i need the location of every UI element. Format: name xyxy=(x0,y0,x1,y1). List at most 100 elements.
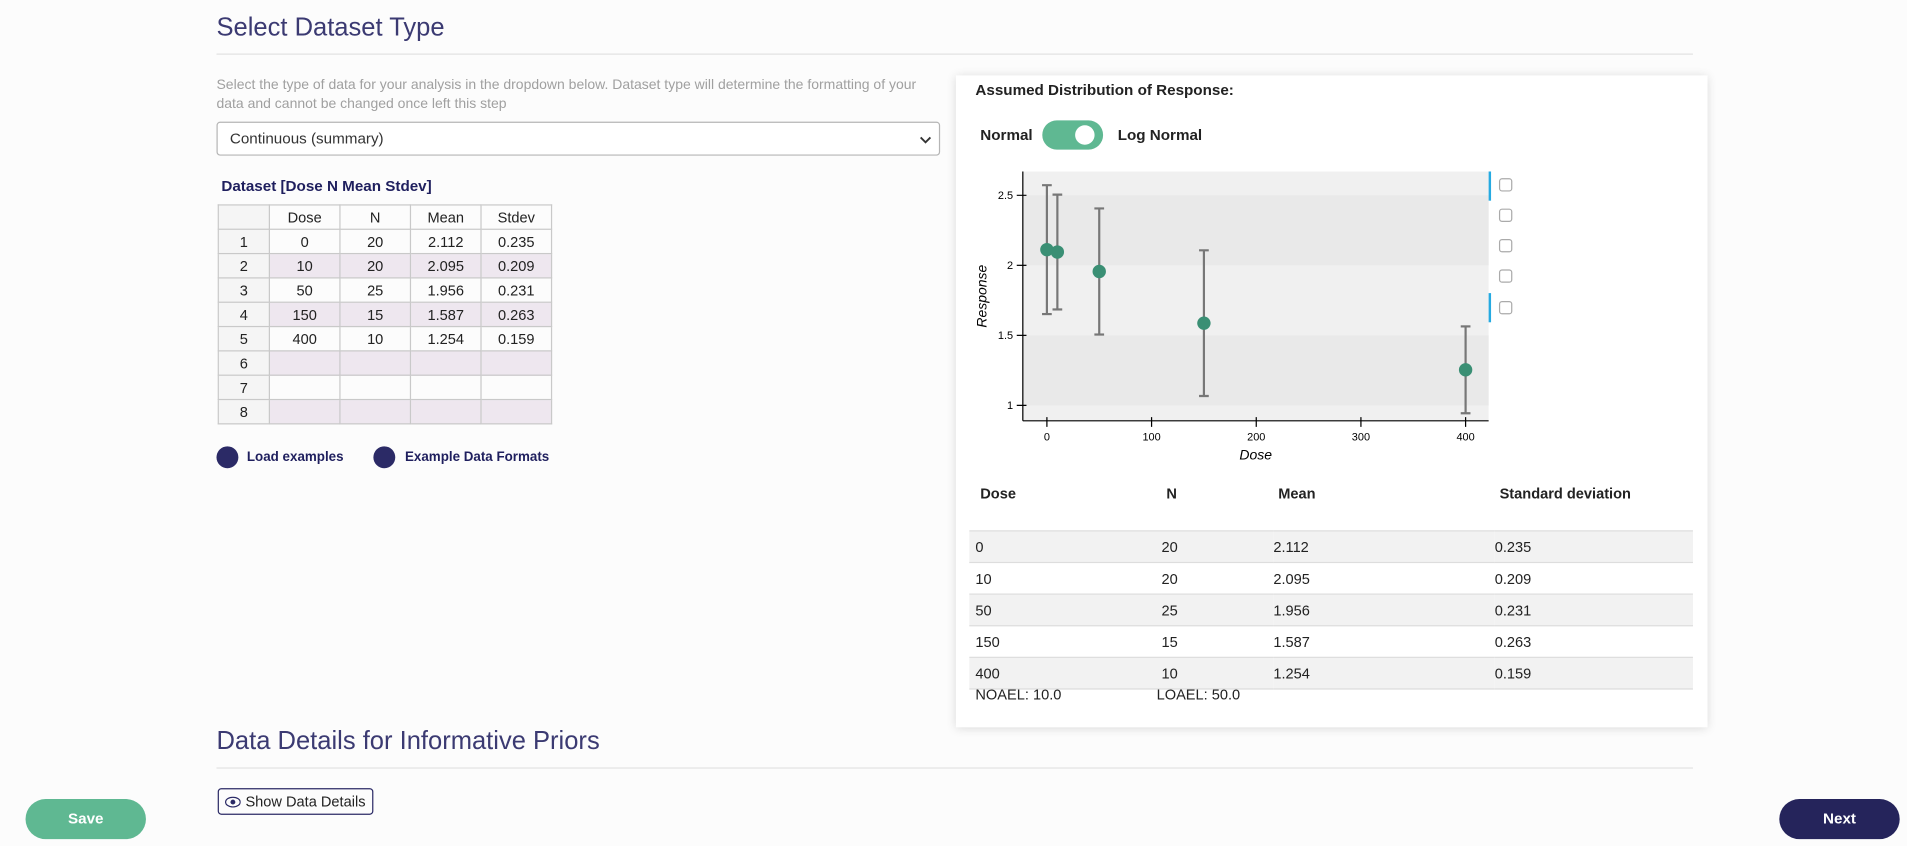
cell: 1.956 xyxy=(1273,593,1495,627)
cell xyxy=(480,398,553,425)
row-number: 3 xyxy=(217,277,270,303)
cell: 0.235 xyxy=(480,228,553,255)
data-row: 10 20 2.095 0.209 xyxy=(969,561,1693,595)
x-tick-label: 100 xyxy=(1142,431,1160,443)
cell: 10 xyxy=(268,252,341,279)
select-value: Continuous (summary) xyxy=(229,130,384,148)
cell: 0.263 xyxy=(480,301,553,328)
cell: 25 xyxy=(1161,593,1274,627)
cell: 1.587 xyxy=(1273,625,1495,658)
chevron xyxy=(920,136,932,144)
cell: 400 xyxy=(969,656,1162,690)
description: Select the type of data for your analysi… xyxy=(216,77,917,112)
distribution-label: Assumed Distribution of Response: xyxy=(975,81,1234,99)
tool-icon xyxy=(1498,269,1513,283)
cell: 0.159 xyxy=(1494,656,1693,690)
row-number: 8 xyxy=(217,398,270,425)
cell: 0.231 xyxy=(480,277,553,303)
toolbar-active xyxy=(1488,293,1492,323)
row-number: 5 xyxy=(217,325,270,352)
cell: 1.254 xyxy=(409,325,482,352)
load-examples[interactable]: Load examples xyxy=(246,449,344,465)
loael: LOAEL: 50.0 xyxy=(1156,685,1241,703)
cell: 0.209 xyxy=(1494,561,1693,595)
dataset-title: Dataset [Dose N Mean Stdev] xyxy=(221,177,432,195)
page-title: Select Dataset Type xyxy=(216,13,445,42)
row-number: 7 xyxy=(217,374,270,401)
tool-icon xyxy=(1498,301,1513,315)
next-button[interactable]: Next xyxy=(1779,799,1900,840)
data-row: 5 400 10 1.254 0.159 xyxy=(217,325,553,352)
normal-label: Normal xyxy=(980,126,1033,144)
x-tick-label: 300 xyxy=(1352,431,1370,443)
cell xyxy=(268,374,341,401)
cell xyxy=(268,350,341,376)
cell: 50 xyxy=(969,593,1162,627)
cell: 400 xyxy=(268,325,341,352)
x-tick-label: 200 xyxy=(1247,431,1265,443)
cell: 2.112 xyxy=(409,228,482,255)
x-tick-label: 400 xyxy=(1456,431,1474,443)
chart: 0 100 200 300 400 1 1.5 2 2.5 Dose Response xyxy=(973,171,1513,463)
data-row: 4 150 15 1.587 0.263 xyxy=(217,301,553,328)
summary-table: Dose N Mean Standard deviation 0 20 2.112 0.235… xyxy=(969,477,1693,690)
column-header: Dose xyxy=(268,204,341,230)
divider xyxy=(216,53,1693,55)
cell: 0.231 xyxy=(1494,593,1693,627)
y-tick-label: 2.5 xyxy=(998,190,1013,202)
cell: 25 xyxy=(339,277,412,303)
tool-icon xyxy=(1498,178,1513,192)
save-button[interactable]: Save xyxy=(25,799,146,840)
corner-cell xyxy=(217,204,270,230)
show-details-button[interactable]: Show Data Details xyxy=(217,788,374,815)
band xyxy=(1022,195,1489,266)
cell: 0.159 xyxy=(480,325,553,352)
dataset-table: Dose N Mean Stdev 1 0 20 2.112 0.235 2 10 20 2.095 0.… xyxy=(217,204,553,425)
divider xyxy=(216,767,1693,769)
cell: 1.254 xyxy=(1273,656,1495,690)
point xyxy=(1197,316,1211,330)
point xyxy=(1458,363,1473,377)
band xyxy=(1022,335,1489,406)
distribution-toggle[interactable] xyxy=(1042,120,1104,150)
cell: 2.095 xyxy=(1273,561,1495,595)
column-header: N xyxy=(1166,485,1177,503)
column-header: Mean xyxy=(409,204,482,230)
point xyxy=(1092,264,1106,279)
cell xyxy=(409,398,482,425)
cell: 150 xyxy=(268,301,341,328)
toolbar-active xyxy=(1488,171,1492,201)
cell: 150 xyxy=(969,625,1162,658)
cell: 1.587 xyxy=(409,301,482,328)
dataset-type-select[interactable]: Continuous (summary) xyxy=(216,121,941,156)
cell: 15 xyxy=(339,301,412,328)
row-number: 2 xyxy=(217,252,270,279)
data-row: 50 25 1.956 0.231 xyxy=(969,593,1693,627)
header-row: Dose N Mean Stdev xyxy=(217,204,553,230)
data-row: 3 50 25 1.956 0.231 xyxy=(217,277,553,303)
cell: 0 xyxy=(268,228,341,255)
tool-icon xyxy=(1498,238,1513,253)
example-formats[interactable]: Example Data Formats xyxy=(404,449,550,465)
data-row: 400 10 1.254 0.159 xyxy=(969,656,1693,690)
column-header: Dose xyxy=(980,485,1016,503)
tool-icon xyxy=(1498,208,1513,222)
cell: 10 xyxy=(1161,656,1274,690)
cell: 50 xyxy=(268,277,341,303)
section-title: Data Details for Informative Priors xyxy=(216,727,600,756)
cell: 20 xyxy=(1161,561,1274,595)
cell xyxy=(480,374,553,401)
lognormal-label: Log Normal xyxy=(1117,126,1203,144)
button-text: Show Data Details xyxy=(245,792,366,810)
cell xyxy=(339,374,412,401)
row-number: 6 xyxy=(217,350,270,376)
data-row: 0 20 2.112 0.235 xyxy=(969,530,1693,564)
data-row: 7 xyxy=(217,374,553,401)
point xyxy=(1050,245,1065,259)
y-tick-label: 1 xyxy=(1007,400,1013,412)
cell: 15 xyxy=(1161,625,1274,658)
cell: 20 xyxy=(339,252,412,279)
cell xyxy=(339,350,412,376)
